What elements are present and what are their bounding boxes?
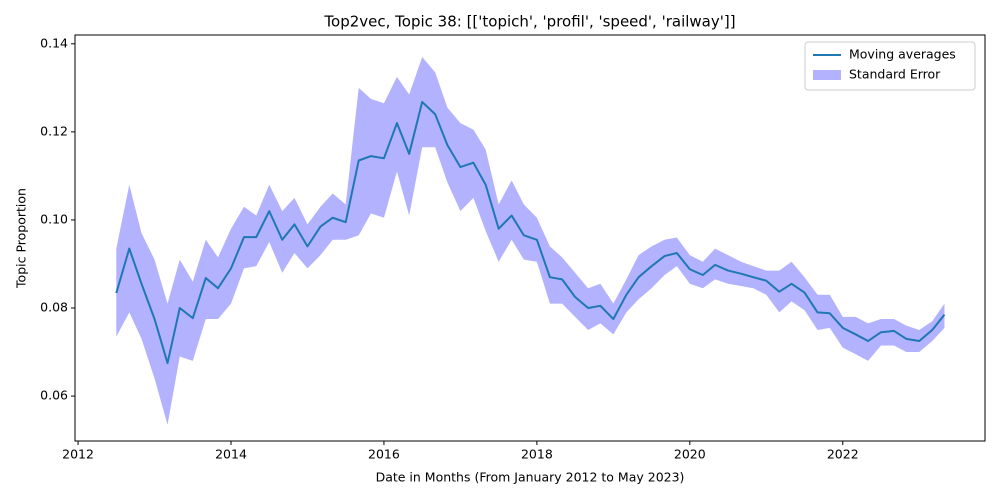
chart-title: Top2vec, Topic 38: [['topich', 'profil',… [323, 13, 735, 31]
x-axis-label: Date in Months (From January 2012 to May… [376, 470, 685, 485]
y-tick-label: 0.14 [40, 35, 68, 50]
legend-label: Standard Error [849, 67, 941, 82]
y-tick-label: 0.10 [40, 211, 68, 226]
line [115, 100, 946, 365]
x-tick-label: 2022 [827, 447, 859, 462]
x-tick-label: 2016 [368, 447, 400, 462]
y-tick-label: 0.12 [40, 123, 68, 138]
x-tick-label: 2018 [521, 447, 553, 462]
plot-frame [74, 34, 986, 442]
legend-label: Moving averages [849, 47, 956, 62]
y-tick-label: 0.08 [40, 300, 68, 315]
y-tick-label: 0.06 [40, 388, 68, 403]
error-band [116, 57, 945, 425]
x-tick-label: 2012 [62, 447, 94, 462]
legend: Moving averages Standard Error [804, 41, 976, 91]
x-tick-label: 2020 [674, 447, 706, 462]
legend-patch [813, 70, 841, 80]
legend-box [804, 41, 976, 91]
x-tick-label: 2014 [215, 447, 247, 462]
y-axis-label: Topic Proportion [14, 188, 29, 289]
